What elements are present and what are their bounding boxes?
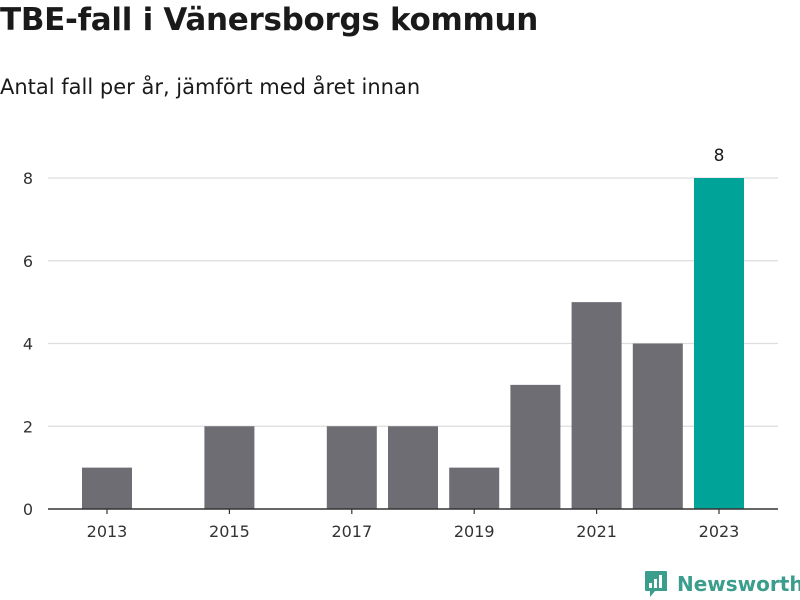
x-tick-label: 2013 bbox=[87, 522, 128, 541]
x-tick-label: 2017 bbox=[331, 522, 372, 541]
bar bbox=[204, 426, 255, 509]
data-label: 8 bbox=[714, 146, 725, 166]
brand-name: Newsworthy bbox=[677, 572, 800, 596]
newsworthy-logo-icon bbox=[645, 571, 667, 597]
bar bbox=[326, 426, 377, 509]
y-tick-label: 2 bbox=[23, 417, 33, 436]
chart-subtitle: Antal fall per år, jämfört med året inna… bbox=[0, 75, 421, 99]
bar bbox=[694, 178, 744, 509]
y-tick-label: 0 bbox=[23, 500, 33, 519]
bar bbox=[571, 302, 622, 509]
x-tick-label: 2021 bbox=[576, 522, 617, 541]
bar bbox=[82, 467, 132, 509]
y-tick-label: 6 bbox=[23, 252, 33, 271]
brand-logo: Newsworthy bbox=[644, 570, 800, 598]
bar bbox=[449, 467, 500, 509]
bar bbox=[510, 384, 561, 509]
x-tick-label: 2019 bbox=[454, 522, 495, 541]
y-tick-label: 4 bbox=[23, 335, 33, 354]
chart-title: TBE-fall i Vänersborgs kommun bbox=[0, 2, 539, 38]
y-tick-label: 8 bbox=[23, 169, 33, 188]
x-tick-label: 2015 bbox=[209, 522, 250, 541]
bar bbox=[388, 426, 438, 509]
bar bbox=[632, 343, 683, 509]
x-tick-label: 2023 bbox=[699, 522, 740, 541]
